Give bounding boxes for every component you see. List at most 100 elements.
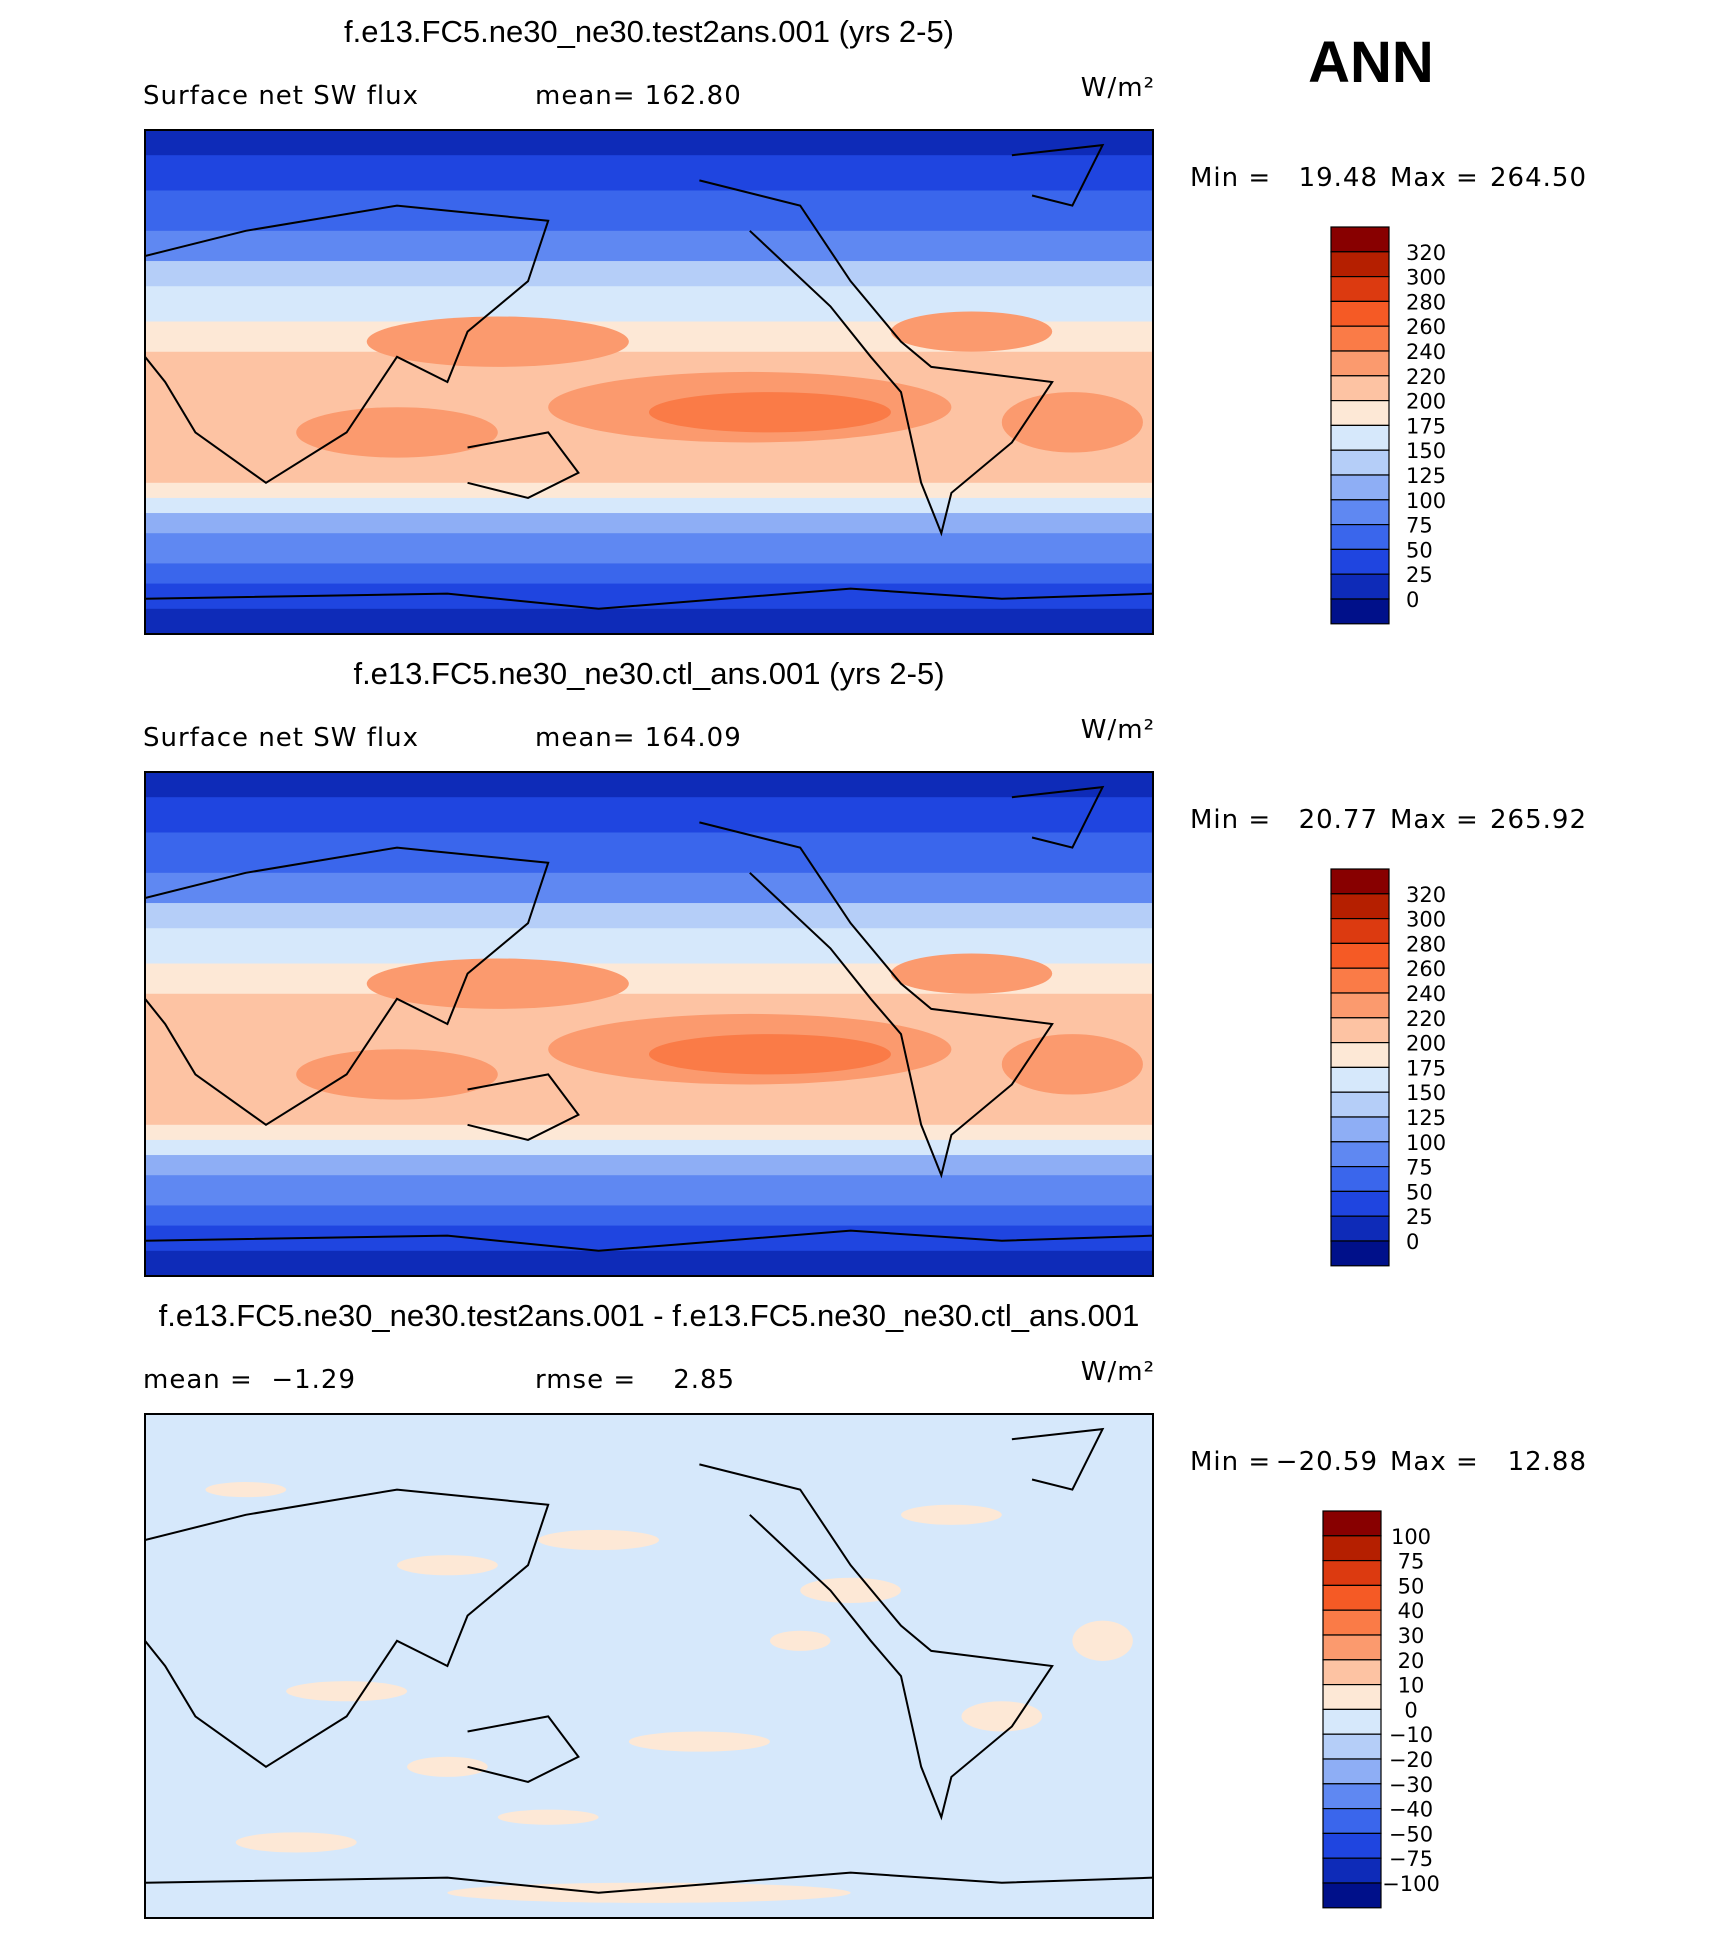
map-band <box>145 1155 1153 1177</box>
max-value: 265.92 <box>1490 805 1587 835</box>
map-band <box>145 1139 1153 1157</box>
colorbar-bin <box>1330 598 1390 625</box>
map <box>145 130 1153 634</box>
coastline <box>145 1871 1153 1894</box>
colorbar-bin <box>1322 1857 1382 1884</box>
map-region <box>769 1630 831 1651</box>
colorbar-bin <box>1330 1240 1390 1267</box>
coastline <box>145 204 550 485</box>
colorbar-label: 260 <box>1406 957 1446 981</box>
colorbar-bin <box>1330 350 1390 377</box>
map-region <box>1001 392 1143 453</box>
coastline <box>145 846 550 1127</box>
colorbar-bin <box>1322 1807 1382 1834</box>
map-region <box>447 1882 851 1903</box>
colorbar-bin <box>1330 474 1390 501</box>
map-band <box>145 130 1153 157</box>
left-label: mean = −1.29 <box>143 1365 356 1395</box>
colorbar-bin <box>1322 1659 1382 1686</box>
colorbar-label: 0 <box>1406 588 1419 612</box>
colorbar-bin <box>1330 1041 1390 1068</box>
map-region <box>800 1577 901 1603</box>
colorbar-bin <box>1330 375 1390 402</box>
colorbar-bin <box>1330 1190 1390 1217</box>
coastline <box>1011 143 1105 207</box>
colorbar-bin <box>1322 1683 1382 1710</box>
colorbar-bin <box>1330 917 1390 944</box>
coastline <box>467 431 580 499</box>
map-band <box>145 797 1153 834</box>
map-band <box>145 903 1153 930</box>
coastline <box>145 587 1153 610</box>
map-region <box>890 953 1053 994</box>
colorbar-label: 125 <box>1406 464 1446 488</box>
center-label: rmse = 2.85 <box>535 1365 735 1395</box>
coastline <box>467 1715 580 1783</box>
map-band <box>145 230 1153 263</box>
colorbar-bin <box>1322 1559 1382 1586</box>
colorbar-label: 300 <box>1406 266 1446 290</box>
coastline <box>145 1229 1153 1252</box>
colorbar-label: 150 <box>1406 1081 1446 1105</box>
map-band <box>145 1124 1153 1141</box>
colorbar-label: −20 <box>1389 1748 1433 1772</box>
season-label: ANN <box>1308 30 1434 95</box>
map-band <box>145 832 1153 874</box>
map-band <box>145 772 1153 799</box>
colorbar-bin <box>1322 1882 1382 1909</box>
map-frame <box>144 1413 1154 1919</box>
colorbar-label: 20 <box>1398 1649 1425 1673</box>
colorbar-bin <box>1330 523 1390 550</box>
colorbar-bin <box>1330 276 1390 303</box>
min-value: 19.48 <box>1299 163 1378 193</box>
colorbar-bin <box>1330 1141 1390 1168</box>
colorbar-bin <box>1330 424 1390 451</box>
map-region <box>649 392 891 433</box>
colorbar-bin <box>1330 300 1390 327</box>
map-region <box>366 316 629 367</box>
colorbar-bin <box>1322 1758 1382 1785</box>
map-region <box>890 311 1053 352</box>
colorbar-bin <box>1330 1116 1390 1143</box>
colorbar-label: −30 <box>1389 1773 1433 1797</box>
colorbar-label: 100 <box>1406 1131 1446 1155</box>
colorbar-bin <box>1330 1215 1390 1242</box>
map-band <box>145 1250 1153 1276</box>
max-label: Max = <box>1390 1447 1479 1477</box>
colorbar-label: 50 <box>1406 1180 1433 1204</box>
colorbar-label: −10 <box>1389 1723 1433 1747</box>
colorbar-bin <box>1330 1066 1390 1093</box>
colorbar-label: 175 <box>1406 1056 1446 1080</box>
map-region <box>407 1756 488 1777</box>
map <box>145 772 1153 1276</box>
colorbar-bin <box>1322 1708 1382 1735</box>
min-label: Min = <box>1190 1447 1271 1477</box>
colorbar-label: 100 <box>1406 489 1446 513</box>
colorbar-bin <box>1330 1165 1390 1192</box>
colorbar-label: −100 <box>1382 1872 1440 1896</box>
map-region <box>205 1482 287 1498</box>
colorbar-label: 280 <box>1406 932 1446 956</box>
colorbar-label: −50 <box>1389 1822 1433 1846</box>
colorbar-label: 75 <box>1398 1550 1425 1574</box>
map-band <box>145 563 1153 585</box>
map-band <box>145 482 1153 499</box>
colorbar-label: 200 <box>1406 1032 1446 1056</box>
units-label: W/m² <box>1081 73 1155 103</box>
map-band <box>145 497 1153 515</box>
colorbar-bin <box>1330 1017 1390 1044</box>
map-band <box>145 872 1153 905</box>
panel-title: f.e13.FC5.ne30_ne30.ctl_ans.001 (yrs 2-5… <box>353 656 944 691</box>
colorbar-label: 50 <box>1398 1574 1425 1598</box>
map-region <box>497 1809 599 1825</box>
min-label: Min = <box>1190 163 1271 193</box>
colorbar-bin <box>1330 942 1390 969</box>
coastline <box>1011 785 1105 849</box>
colorbar-label: 280 <box>1406 290 1446 314</box>
colorbar-label: 200 <box>1406 390 1446 414</box>
map-region <box>366 958 629 1009</box>
min-value: −20.59 <box>1276 1447 1378 1477</box>
center-label: mean= 164.09 <box>535 723 742 753</box>
colorbar-label: 320 <box>1406 883 1446 907</box>
left-label: Surface net SW flux <box>143 81 419 111</box>
